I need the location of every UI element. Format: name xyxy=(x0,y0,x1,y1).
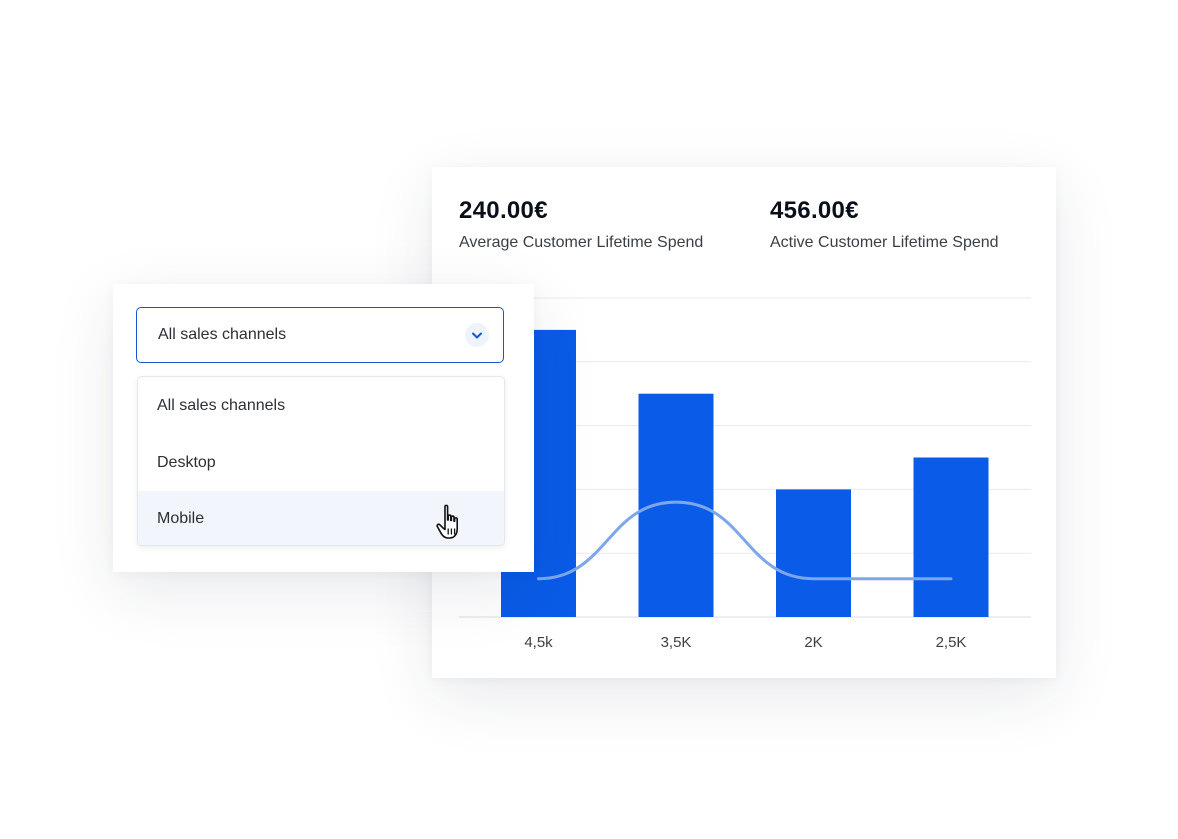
x-axis-ticks: 4,5k 3,5K 2K 2,5K xyxy=(524,634,966,651)
x-tick-label: 2,5K xyxy=(936,634,967,651)
chevron-down-icon[interactable] xyxy=(465,323,489,347)
bar xyxy=(776,489,851,617)
sales-channel-menu: All sales channels Desktop Mobile xyxy=(137,376,505,546)
metric-average-spend: 240.00€ Average Customer Lifetime Spend xyxy=(459,197,703,253)
sales-channel-filter-panel: All sales channels All sales channels De… xyxy=(113,284,534,572)
x-tick-label: 4,5k xyxy=(524,634,553,651)
menu-item-desktop[interactable]: Desktop xyxy=(157,454,216,471)
x-tick-label: 3,5K xyxy=(661,634,692,651)
bar xyxy=(913,457,989,617)
metric-active-spend: 456.00€ Active Customer Lifetime Spend xyxy=(770,197,999,253)
select-value: All sales channels xyxy=(158,326,287,343)
metric-label: Active Customer Lifetime Spend xyxy=(770,234,999,251)
menu-item-all-sales-channels[interactable]: All sales channels xyxy=(157,397,286,414)
bar-chart: 4,5k 3,5K 2K 2,5K xyxy=(459,297,1031,651)
chart-bars xyxy=(501,329,989,617)
hand-pointer-cursor-icon xyxy=(436,504,458,539)
trend-line xyxy=(537,500,953,581)
chart-card: 240.00€ Average Customer Lifetime Spend … xyxy=(432,167,1056,678)
metric-label: Average Customer Lifetime Spend xyxy=(459,234,704,251)
metric-value: 456.00€ xyxy=(770,197,859,224)
sales-channel-select[interactable]: All sales channels xyxy=(136,307,504,363)
metric-value: 240.00€ xyxy=(459,197,548,224)
x-tick-label: 2K xyxy=(804,634,822,651)
